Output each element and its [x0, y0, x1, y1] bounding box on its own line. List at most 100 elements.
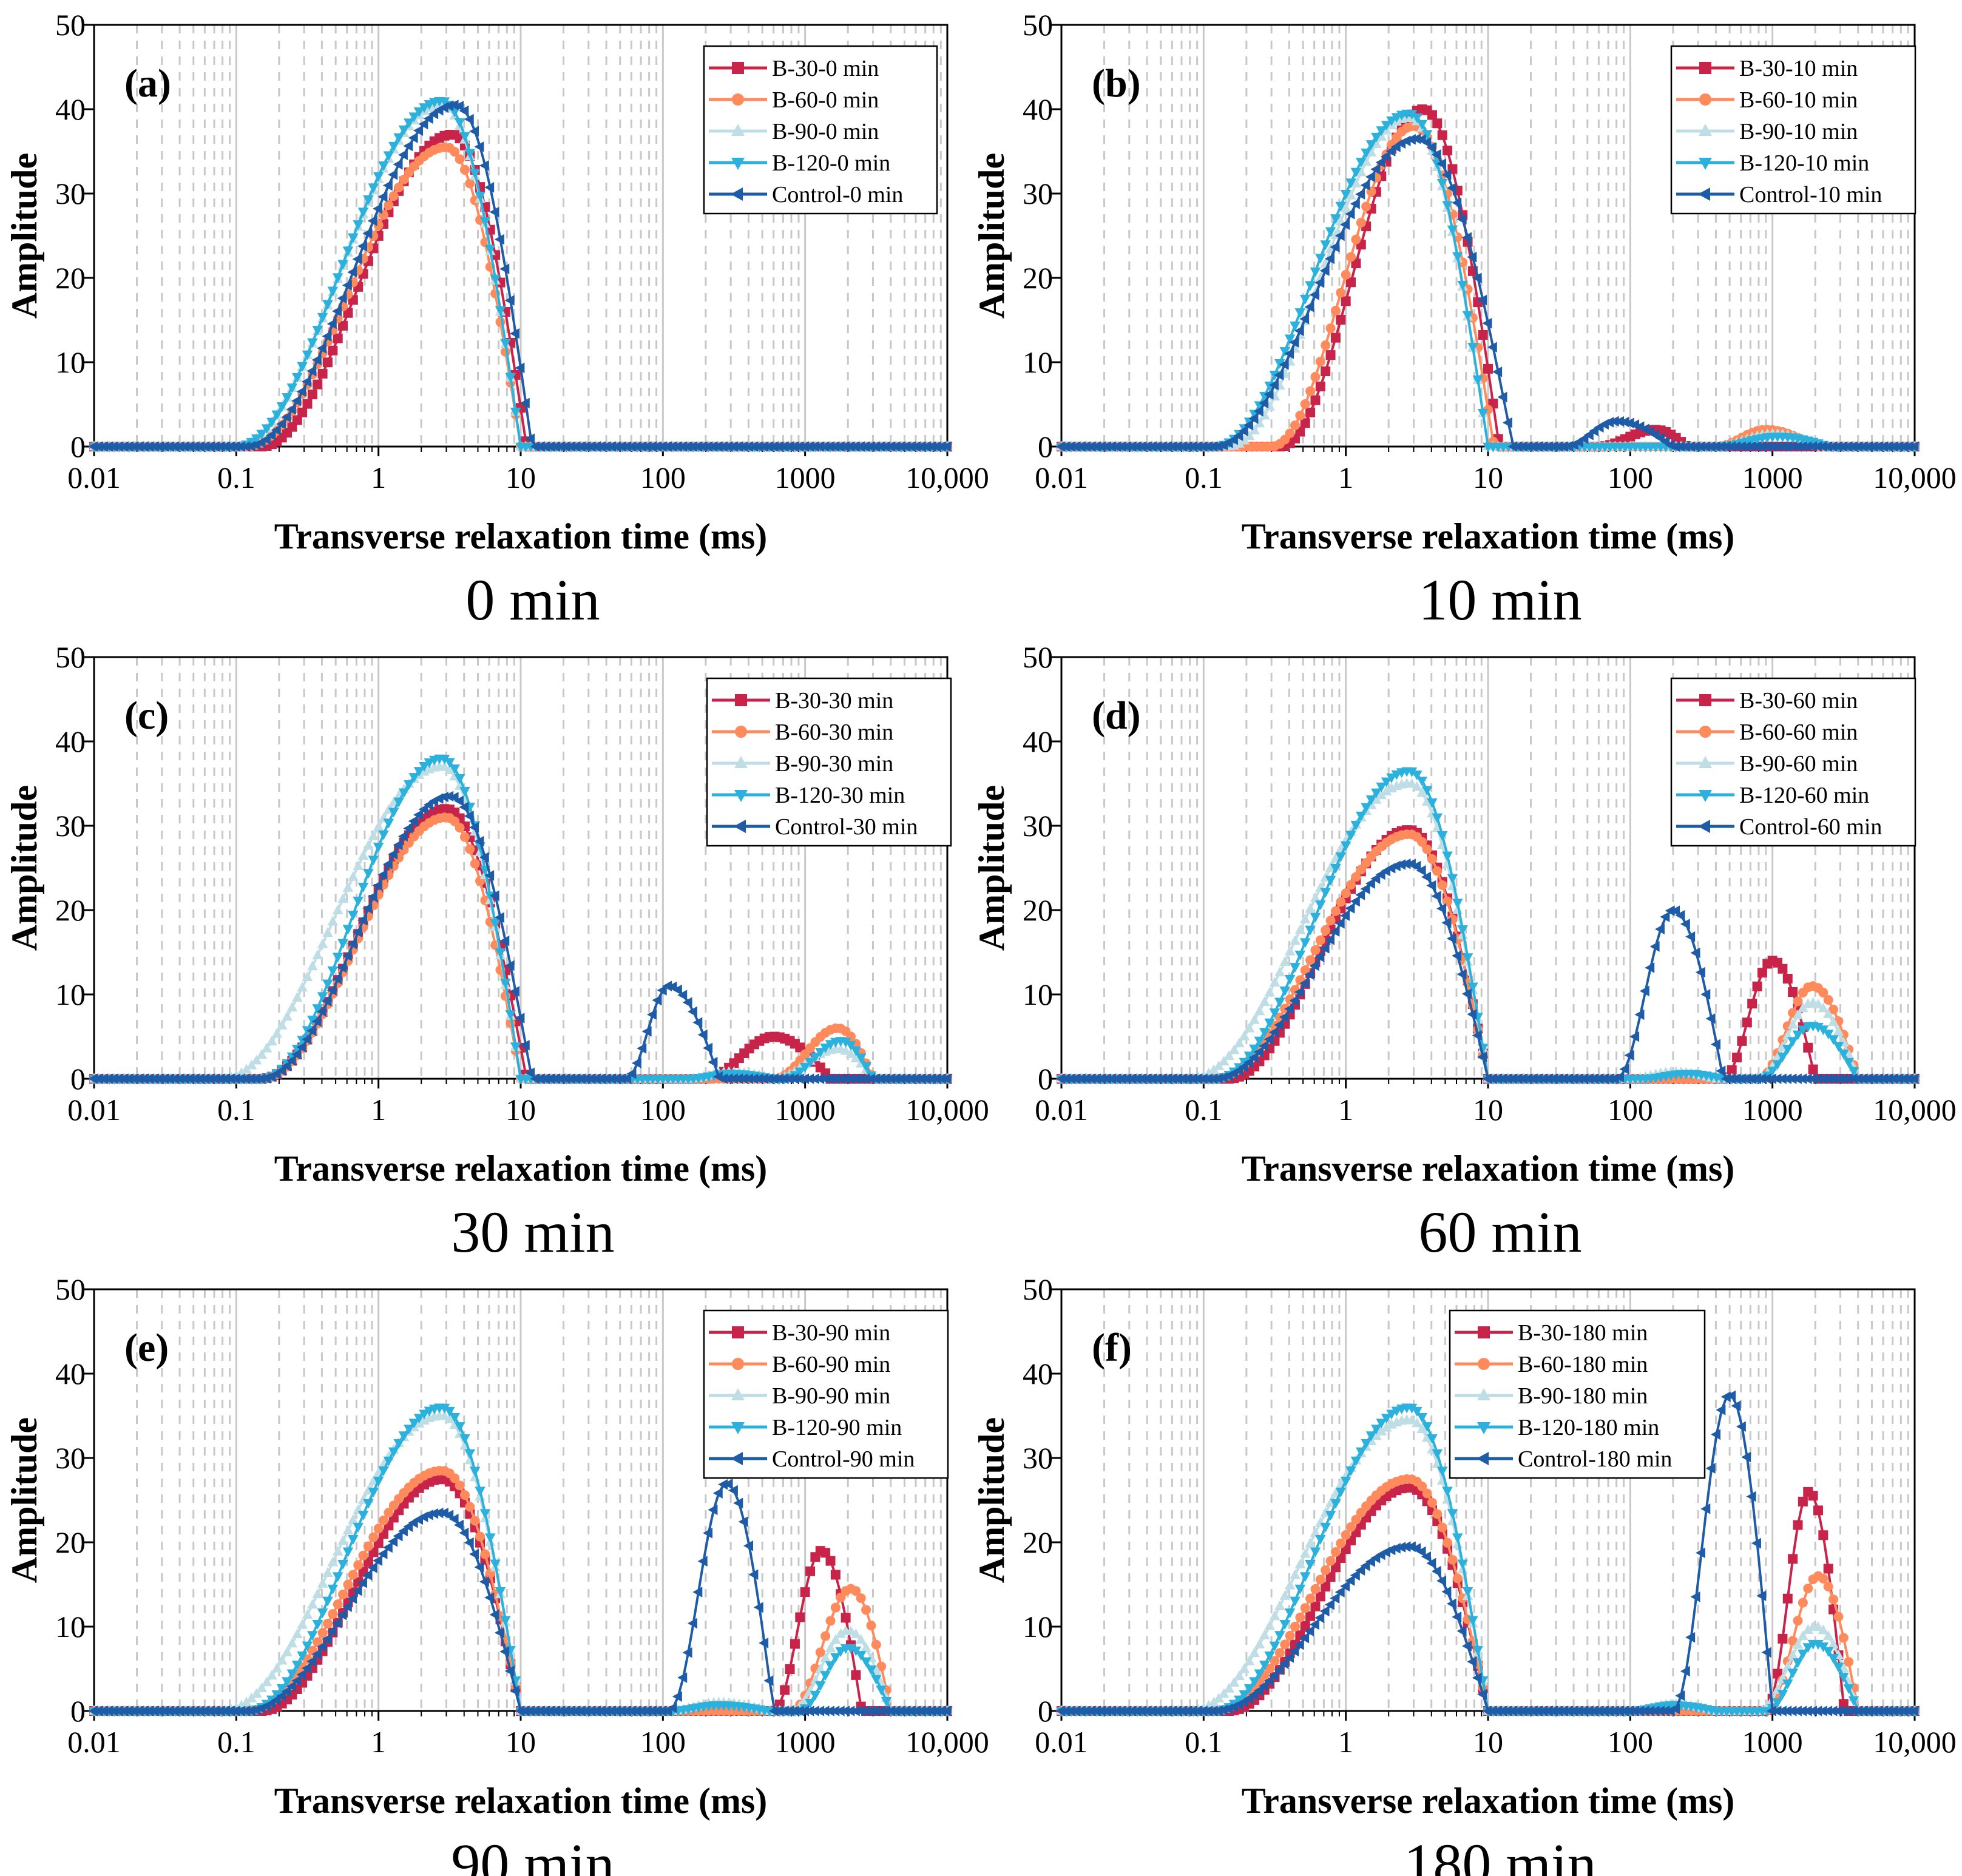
data-point-marker — [1066, 441, 1076, 452]
data-point-marker — [495, 306, 506, 316]
data-point-marker — [1452, 899, 1463, 909]
data-point-marker — [368, 183, 379, 194]
data-point-marker — [601, 441, 611, 452]
data-point-marker — [896, 441, 906, 452]
data-point-marker — [616, 441, 626, 452]
x-tick-label: 0.01 — [67, 1725, 121, 1759]
data-point-marker — [88, 441, 98, 452]
data-point-marker — [1346, 252, 1356, 262]
data-point-marker — [307, 960, 318, 971]
data-point-marker — [834, 441, 845, 452]
data-point-marker — [291, 373, 303, 383]
data-point-marker — [307, 338, 318, 348]
data-point-marker — [1427, 854, 1437, 864]
data-point-marker — [103, 441, 113, 452]
data-point-marker — [1355, 166, 1367, 177]
data-point-marker — [1228, 434, 1238, 445]
data-point-marker — [291, 1628, 303, 1639]
data-point-marker — [469, 126, 479, 137]
data-point-marker — [465, 178, 475, 189]
data-point-marker — [388, 141, 399, 152]
x-tick-label: 10 — [506, 461, 536, 494]
data-point-marker — [1909, 441, 1919, 452]
data-point-marker — [484, 245, 496, 255]
data-point-marker — [590, 441, 601, 452]
data-point-marker — [1853, 441, 1863, 452]
data-point-marker — [286, 383, 298, 394]
data-point-marker — [1300, 418, 1310, 428]
data-point-marker — [510, 328, 520, 339]
data-point-marker — [637, 441, 647, 452]
x-tick-label: 1000 — [775, 1093, 836, 1127]
data-point-marker — [342, 1524, 354, 1534]
data-point-marker — [510, 407, 521, 417]
data-point-marker — [1868, 441, 1878, 452]
data-point-marker — [1111, 441, 1121, 452]
data-point-marker — [1386, 116, 1397, 126]
data-point-marker — [1177, 441, 1188, 452]
data-point-marker — [200, 441, 210, 452]
data-point-marker — [342, 1547, 354, 1557]
y-axis-label: Amplitude — [4, 153, 44, 319]
y-tick-label: 30 — [1023, 177, 1053, 211]
x-tick-label: 10 — [506, 1725, 536, 1759]
data-point-marker — [373, 1523, 384, 1534]
data-point-marker — [394, 182, 404, 192]
legend-swatch-marker — [1698, 187, 1710, 201]
legend-entry: Control-10 min — [1739, 182, 1882, 208]
data-point-marker — [180, 441, 190, 452]
data-point-marker — [1695, 441, 1705, 452]
data-point-marker — [560, 441, 570, 452]
data-point-marker — [1370, 164, 1381, 175]
data-point-marker — [1284, 334, 1296, 345]
data-point-marker — [505, 373, 516, 383]
data-point-marker — [271, 410, 283, 420]
data-point-marker — [1553, 441, 1563, 452]
data-point-marker — [662, 441, 672, 452]
data-point-marker — [1442, 201, 1453, 211]
data-point-marker — [1294, 308, 1306, 319]
x-tick-label: 10 — [1473, 461, 1503, 494]
data-point-marker — [1106, 441, 1117, 452]
data-point-marker — [353, 220, 364, 231]
legend-swatch-marker — [732, 62, 744, 74]
data-point-marker — [586, 441, 596, 452]
data-point-marker — [1797, 441, 1807, 452]
data-point-marker — [301, 376, 311, 387]
y-tick-label: 50 — [1023, 640, 1053, 674]
data-point-marker — [1259, 397, 1269, 409]
data-point-marker — [378, 830, 389, 840]
data-point-marker — [1787, 441, 1797, 452]
x-tick-label: 10 — [1473, 1093, 1503, 1127]
data-point-marker — [1365, 146, 1377, 157]
data-point-marker — [413, 125, 424, 136]
data-point-marker — [1680, 441, 1690, 452]
data-point-marker — [885, 441, 896, 452]
data-point-marker — [1761, 441, 1771, 452]
data-point-marker — [1731, 441, 1741, 452]
data-point-marker — [1330, 906, 1341, 916]
data-point-marker — [733, 441, 743, 452]
data-point-marker — [475, 1486, 485, 1497]
data-point-marker — [779, 441, 789, 452]
data-point-marker — [373, 203, 383, 214]
data-point-marker — [728, 441, 738, 452]
x-tick-label: 10 — [506, 1093, 536, 1127]
data-point-marker — [1321, 366, 1331, 377]
data-point-marker — [1131, 441, 1142, 452]
data-point-marker — [1467, 251, 1477, 263]
data-point-marker — [113, 441, 124, 452]
data-point-marker — [363, 1541, 373, 1551]
data-point-marker — [450, 147, 460, 157]
data-point-marker — [1361, 201, 1372, 212]
data-point-marker — [687, 441, 697, 452]
data-point-marker — [1259, 410, 1270, 420]
data-point-marker — [1483, 363, 1493, 374]
y-tick-label: 30 — [55, 809, 86, 843]
data-point-marker — [1284, 348, 1294, 359]
y-tick-label: 20 — [55, 893, 86, 927]
data-point-marker — [931, 441, 941, 452]
data-point-marker — [494, 234, 504, 245]
x-axis-label: Transverse relaxation time (ms) — [274, 1149, 768, 1189]
data-point-marker — [408, 112, 420, 123]
